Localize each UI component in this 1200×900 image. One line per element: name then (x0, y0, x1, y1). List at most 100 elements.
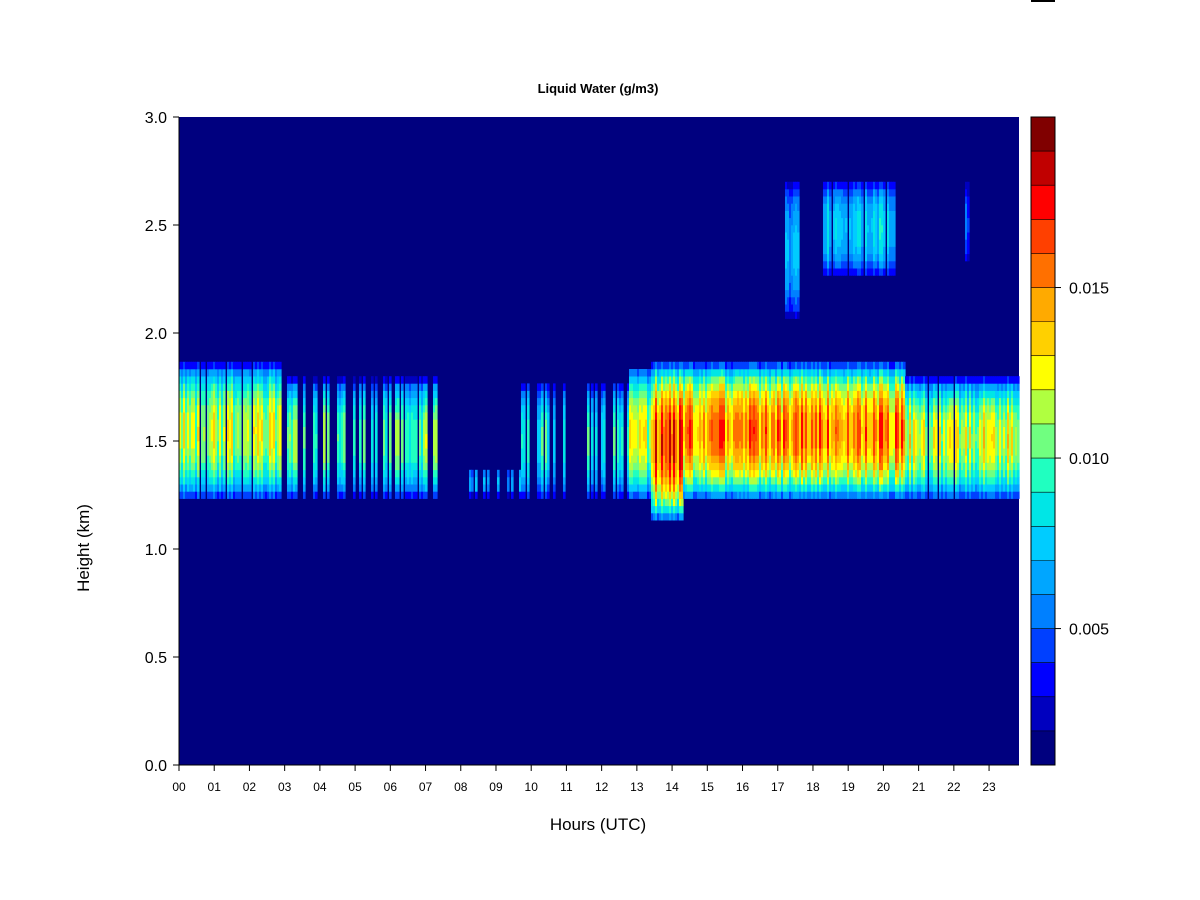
heatmap-cell (859, 369, 862, 377)
heatmap-cell (823, 383, 826, 391)
heatmap-cell (353, 376, 356, 384)
heatmap-cell (353, 455, 356, 471)
heatmap-cell (831, 369, 834, 377)
heatmap-cell (1011, 376, 1014, 384)
heatmap-cell (753, 477, 756, 485)
heatmap-cell (669, 361, 672, 370)
heatmap-cell (1013, 376, 1016, 384)
heatmap-cell (889, 484, 892, 492)
heatmap-cell (1001, 405, 1004, 420)
heatmap-cell (295, 491, 298, 499)
heatmap-cell (723, 491, 726, 499)
heatmap-cell (915, 390, 918, 399)
heatmap-cell (751, 361, 754, 370)
heatmap-cell (745, 376, 748, 384)
heatmap-cell (219, 462, 222, 478)
heatmap-cell (771, 491, 774, 499)
heatmap-cell (877, 477, 880, 485)
heatmap-cell (411, 412, 414, 463)
heatmap-cell (931, 469, 934, 478)
heatmap-cell (773, 469, 776, 478)
heatmap-cell (661, 397, 664, 406)
heatmap-cell (419, 477, 422, 485)
heatmap-cell (223, 361, 226, 370)
heatmap-cell (275, 491, 278, 499)
heatmap-cell (781, 361, 784, 370)
heatmap-cell (897, 397, 900, 413)
heatmap-cell (787, 397, 790, 413)
heatmap-cell (789, 189, 792, 197)
heatmap-cell (845, 455, 848, 463)
heatmap-cell (207, 405, 210, 456)
heatmap-cell (885, 491, 888, 499)
heatmap-cell (861, 390, 864, 399)
heatmap-cell (845, 477, 848, 485)
heatmap-cell (359, 491, 362, 499)
heatmap-cell (697, 477, 700, 485)
heatmap-cell (681, 498, 684, 507)
heatmap-cell (961, 455, 964, 471)
heatmap-cell (941, 462, 944, 478)
heatmap-cell (409, 383, 412, 391)
heatmap-cell (217, 477, 220, 485)
heatmap-cell (841, 239, 844, 255)
heatmap-cell (413, 484, 416, 492)
heatmap-cell (791, 405, 794, 420)
heatmap-cell (823, 203, 826, 255)
heatmap-cell (895, 405, 898, 413)
heatmap-cells (179, 181, 1020, 521)
heatmap-cell (869, 477, 872, 485)
heatmap-cell (591, 426, 594, 456)
heatmap-cell (1013, 383, 1016, 391)
heatmap-cell (231, 390, 234, 399)
heatmap-cell (845, 261, 848, 269)
heatmap-cell (261, 491, 264, 499)
heatmap-cell (957, 469, 960, 478)
heatmap-cell (771, 477, 774, 485)
heatmap-cell (541, 405, 544, 413)
heatmap-cell (191, 462, 194, 471)
heatmap-cell (1013, 405, 1016, 413)
heatmap-cell (787, 369, 790, 377)
heatmap-cell (779, 455, 782, 463)
heatmap-cell (703, 376, 706, 384)
heatmap-cell (269, 484, 272, 492)
heatmap-cell (747, 390, 750, 399)
heatmap-cell (291, 397, 294, 406)
heatmap-cell (745, 491, 748, 499)
heatmap-cell (863, 405, 866, 456)
heatmap-cell (1017, 405, 1020, 420)
heatmap-cell (229, 390, 232, 399)
heatmap-cell (831, 484, 834, 492)
heatmap-cell (783, 462, 786, 471)
heatmap-cell (669, 491, 672, 499)
heatmap-cell (713, 477, 716, 485)
heatmap-cell (537, 405, 540, 420)
heatmap-cell (933, 462, 936, 471)
heatmap-cell (763, 491, 766, 499)
heatmap-cell (303, 412, 306, 427)
heatmap-cell (415, 390, 418, 399)
heatmap-cell (375, 412, 378, 463)
heatmap-cell (723, 455, 726, 463)
heatmap-cell (913, 376, 916, 384)
heatmap-cell (821, 484, 824, 492)
heatmap-cell (847, 369, 850, 377)
heatmap-cell (961, 419, 964, 456)
heatmap-cell (895, 383, 898, 391)
heatmap-cell (793, 376, 796, 384)
heatmap-cell (261, 361, 264, 370)
heatmap-cell (783, 376, 786, 384)
heatmap-cell (247, 441, 250, 463)
heatmap-cell (315, 397, 318, 413)
heatmap-cell (743, 397, 746, 413)
heatmap-cell (891, 376, 894, 384)
heatmap-cell (725, 383, 728, 391)
heatmap-cell (663, 383, 666, 391)
heatmap-cell (1017, 397, 1020, 406)
heatmap-cell (943, 397, 946, 406)
heatmap-cell (743, 469, 746, 478)
heatmap-cell (697, 383, 700, 391)
heatmap-cell (553, 390, 556, 399)
heatmap-cell (1009, 484, 1012, 492)
